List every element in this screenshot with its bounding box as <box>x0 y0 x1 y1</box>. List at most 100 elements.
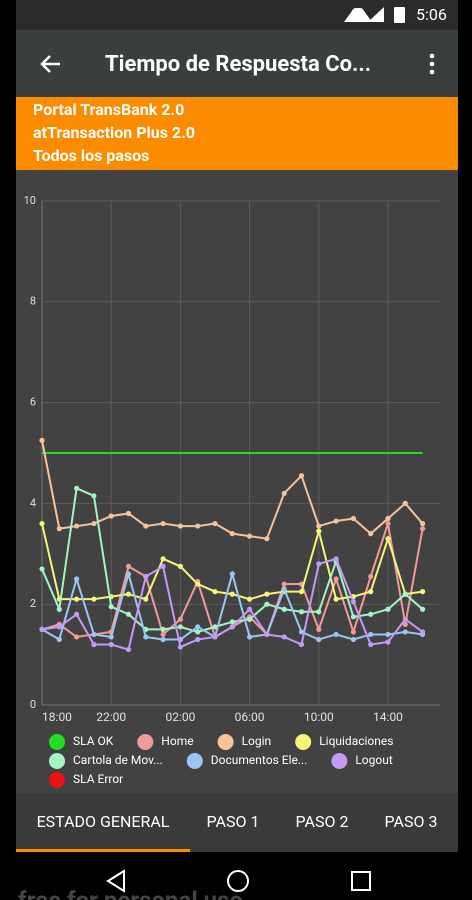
data-point <box>229 531 235 537</box>
data-point <box>212 589 218 595</box>
tab[interactable]: ESTADO GENERAL <box>37 812 170 831</box>
data-point <box>368 573 374 580</box>
legend-swatch <box>49 734 65 750</box>
y-tick-label: 8 <box>30 295 36 308</box>
y-tick-label: 4 <box>30 496 36 509</box>
data-point <box>316 523 322 529</box>
data-point <box>39 520 45 527</box>
x-tick-label: 22:00 <box>96 710 126 724</box>
wifi-icon <box>344 8 372 22</box>
data-point <box>420 526 426 532</box>
data-point <box>402 591 408 597</box>
legend-label: Liquidaciones <box>319 734 393 748</box>
data-point <box>316 609 322 615</box>
data-point <box>108 604 114 610</box>
tab[interactable]: PASO 2 <box>296 812 349 831</box>
data-point <box>143 573 149 580</box>
data-point <box>281 490 287 496</box>
legend-swatch <box>49 753 65 769</box>
chart: 0 2 4 6 8 10 18:00 22:00 02:00 06:00 10:00 14:00 SLA… <box>24 194 440 788</box>
data-point <box>247 606 253 612</box>
data-point <box>160 563 166 570</box>
data-point <box>160 626 166 633</box>
data-point <box>350 515 356 522</box>
data-point <box>74 576 80 582</box>
data-point <box>298 641 305 648</box>
x-tick-label: 14:00 <box>373 710 403 724</box>
banner-line: atTransaction Plus 2.0 <box>33 123 195 142</box>
data-point <box>56 526 62 532</box>
data-point <box>39 626 45 633</box>
data-point <box>247 596 253 602</box>
data-point <box>385 639 391 645</box>
data-point <box>385 631 391 638</box>
data-point <box>229 571 235 577</box>
data-point <box>350 629 356 635</box>
tab-bar <box>16 793 458 852</box>
data-point <box>74 634 80 640</box>
legend-swatch <box>137 734 154 750</box>
data-point <box>402 500 408 506</box>
legend-label: Home <box>161 734 193 748</box>
legend-label: SLA Error <box>73 772 123 786</box>
data-point <box>91 641 97 648</box>
data-point <box>39 437 45 443</box>
back-button[interactable] <box>40 55 60 73</box>
tab[interactable]: PASO 3 <box>385 812 438 831</box>
banner-line: Todos los pasos <box>33 146 149 165</box>
data-point <box>143 523 149 529</box>
data-point <box>247 533 253 539</box>
data-point <box>298 473 305 479</box>
menu-button[interactable] <box>429 53 435 75</box>
data-point <box>125 611 132 617</box>
data-point <box>420 606 426 612</box>
data-point <box>125 571 132 577</box>
clock: 5:06 <box>416 5 447 24</box>
data-point <box>298 629 305 635</box>
data-point <box>212 520 218 527</box>
data-point <box>229 619 235 625</box>
data-point <box>195 624 201 630</box>
data-point <box>264 591 270 597</box>
data-point <box>56 624 62 630</box>
x-tick-label: 10:00 <box>304 710 334 724</box>
data-point <box>177 563 183 570</box>
data-point <box>229 591 235 597</box>
data-point <box>402 629 408 635</box>
status-bar <box>16 0 458 30</box>
tab-indicator <box>16 849 190 852</box>
data-point <box>385 536 391 542</box>
data-point <box>368 611 374 617</box>
x-tick-label: 06:00 <box>235 710 265 724</box>
data-point <box>160 636 166 643</box>
data-point <box>264 536 270 542</box>
nav-home[interactable] <box>227 870 249 892</box>
data-point <box>91 596 97 602</box>
x-tick-label: 18:00 <box>42 710 72 724</box>
data-point <box>177 644 183 650</box>
data-point <box>264 631 270 638</box>
data-point <box>91 493 97 499</box>
legend-label: SLA OK <box>73 734 114 748</box>
legend-swatch <box>186 753 203 769</box>
data-point <box>195 581 201 587</box>
data-point <box>281 634 287 640</box>
data-point <box>177 523 183 529</box>
data-point <box>39 566 45 572</box>
data-point <box>56 606 62 612</box>
data-point <box>125 510 132 517</box>
signal-icon <box>368 7 384 22</box>
nav-recents[interactable] <box>351 871 371 891</box>
data-point <box>74 523 80 529</box>
data-point <box>212 624 218 630</box>
banner-line: Portal TransBank 2.0 <box>33 100 184 119</box>
data-point <box>333 576 339 582</box>
nav-back[interactable] <box>106 869 125 893</box>
data-point <box>125 646 132 653</box>
tab[interactable]: PASO 1 <box>207 812 260 831</box>
legend-swatch <box>295 734 312 750</box>
data-point <box>385 520 391 527</box>
data-point <box>177 616 183 622</box>
data-point <box>385 515 391 522</box>
